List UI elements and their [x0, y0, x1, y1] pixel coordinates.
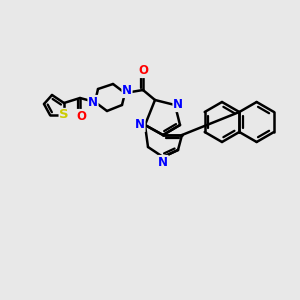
Text: N: N	[135, 118, 145, 131]
Text: N: N	[173, 98, 183, 112]
Text: N: N	[158, 155, 168, 169]
Text: S: S	[59, 109, 69, 122]
Text: O: O	[76, 110, 86, 122]
Text: N: N	[88, 95, 98, 109]
Text: N: N	[122, 85, 132, 98]
Text: O: O	[138, 64, 148, 77]
